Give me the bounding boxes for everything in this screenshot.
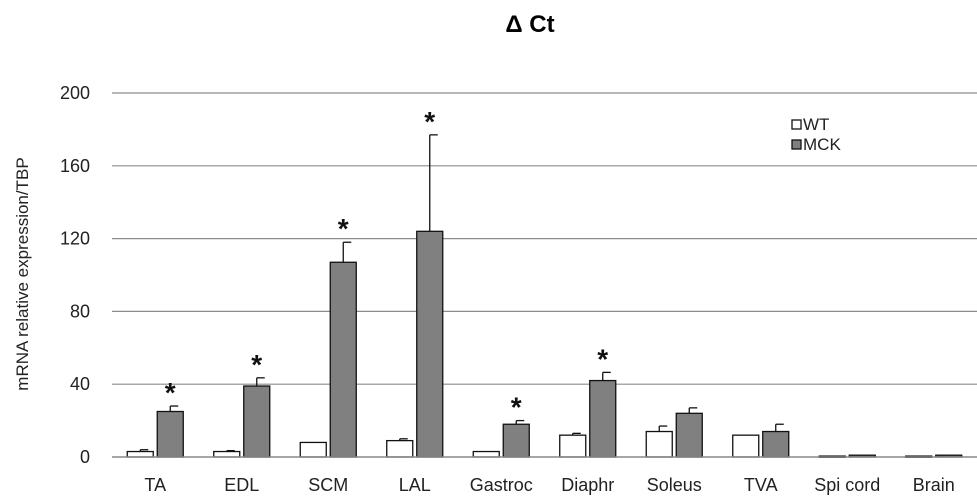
bars [126,230,963,458]
bar-wt [213,450,241,458]
x-tick-label: LAL [399,475,431,495]
x-tick-label: Brain [913,475,955,495]
x-tick-label: Spi cord [814,475,880,495]
chart-title: Δ Ct [505,11,554,38]
y-tick-label: 40 [70,374,90,394]
y-tick-label: 80 [70,301,90,321]
gridlines [112,92,977,385]
x-tick-label: Gastroc [470,475,533,495]
bar-mck [243,385,271,458]
significance-star: * [251,349,262,380]
significance-star: * [165,377,176,408]
bar-wt [645,430,673,458]
bar-mck [502,423,530,458]
y-tick-label: 200 [60,83,90,103]
x-tick-label: Diaphr [561,475,614,495]
bar-mck [329,261,357,458]
x-tick-labels: TA EDL SCM LAL Gastroc Diaphr Soleus TVA Spi cor… [144,475,954,495]
error-bars [139,134,784,452]
bar-wt [126,450,154,458]
y-tick-label: 0 [80,447,90,467]
bar-wt [732,434,760,458]
legend-label-mck: MCK [803,135,841,154]
x-tick-label: SCM [308,475,348,495]
x-tick-label: TVA [744,475,778,495]
x-tick-label: Soleus [647,475,702,495]
legend-swatch-wt [791,119,802,130]
significance-star: * [338,213,349,244]
y-axis-label: mRNA relative expression/TBP [13,157,32,390]
bar-wt [559,434,587,458]
bar-mck [589,379,617,458]
bar-mck [762,430,790,458]
x-tick-label: TA [144,475,166,495]
bar-mck [416,230,444,458]
significance-star: * [511,392,522,423]
significance-star: * [424,106,435,137]
legend-label-wt: WT [803,115,829,134]
y-tick-labels: 0 40 80 120 160 200 [60,83,90,467]
bar-wt [386,439,414,458]
y-tick-label: 120 [60,229,90,249]
legend-swatch-mck [791,139,802,150]
bar-wt [299,441,327,458]
bar-mck [156,410,184,458]
significance-markers: * * * * * * [165,106,609,423]
x-tick-label: EDL [224,475,259,495]
y-tick-label: 160 [60,156,90,176]
bar-wt [472,450,500,458]
bar-mck [675,412,703,458]
significance-star: * [597,343,608,374]
